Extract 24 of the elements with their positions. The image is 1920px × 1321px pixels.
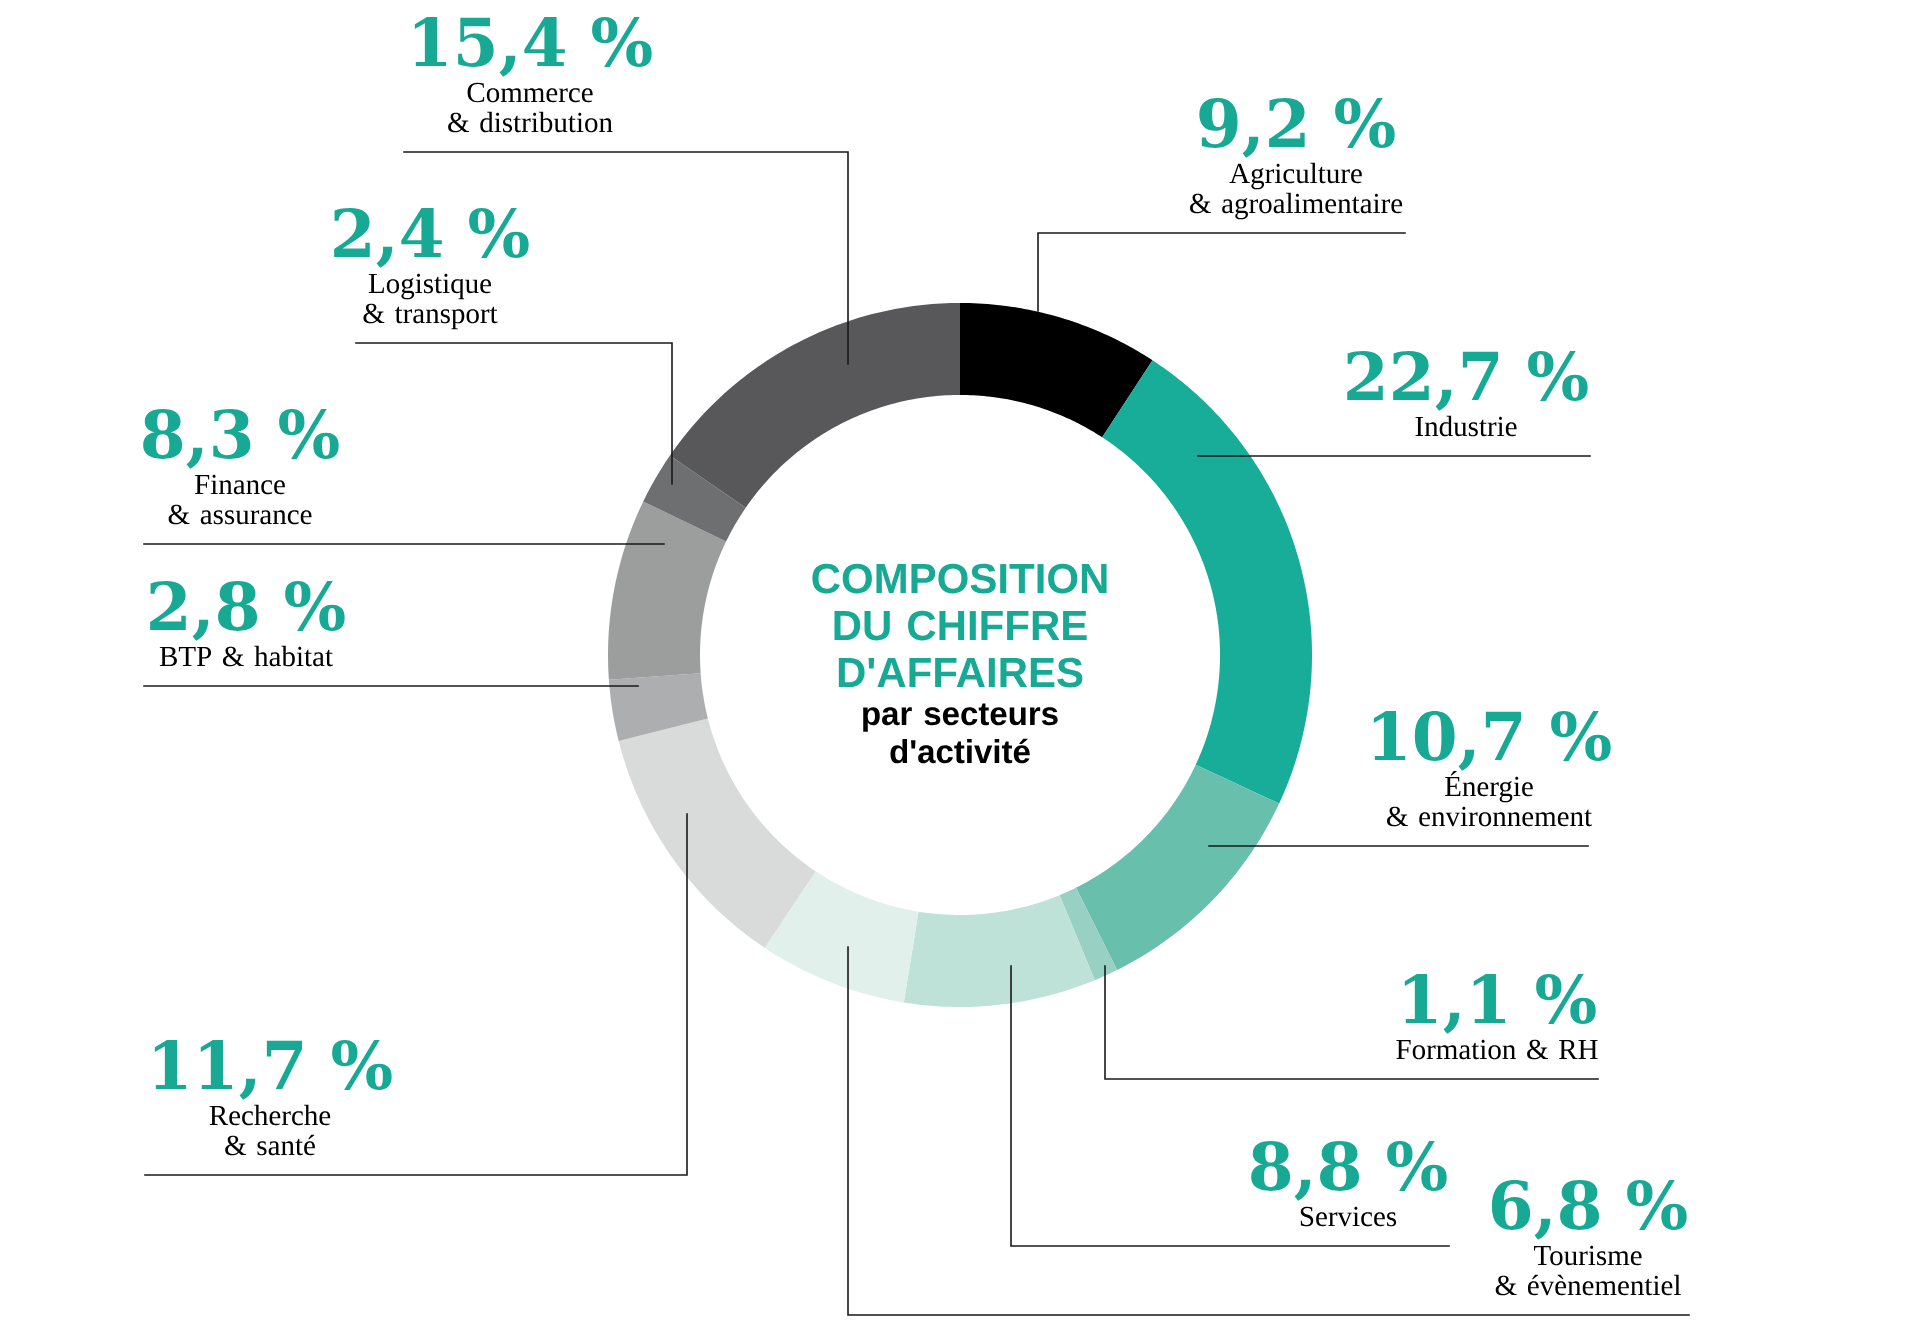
text: par secteurs d'activité <box>863 703 1058 764</box>
slice-label: Tourisme & évènementiel <box>1495 1245 1681 1296</box>
slice-label: Logistique & transport <box>363 273 498 330</box>
text: COMPOSITION DU CHIFFRE D'AFFAIRES <box>812 563 1107 688</box>
data-label: 10,7 % <box>1373 711 1611 771</box>
data-label: 9,2 % <box>1199 97 1395 158</box>
slice-label: Agriculture & agroalimentaire <box>1190 162 1403 220</box>
slice-label: Recherche & santé <box>209 1104 331 1156</box>
slice-label: Industrie <box>1415 415 1517 437</box>
slice-label: Formation & RH <box>1396 1039 1598 1060</box>
data-label: 15,4 % <box>414 16 652 77</box>
data-label: 22,7 % <box>1347 351 1588 411</box>
data-label: 8,8 % <box>1251 1141 1447 1201</box>
slice-label: BTP & habitat <box>159 645 333 667</box>
data-label: 11,7 % <box>154 1040 392 1100</box>
slice-label: Commerce & distribution <box>448 82 613 133</box>
data-label: 6,8 % <box>1491 1180 1687 1240</box>
data-label: 8,3 % <box>143 409 339 469</box>
data-label: 1,1 % <box>1404 974 1596 1034</box>
slice-label: Services <box>1300 1206 1397 1227</box>
slice-label: Énergie & environnement <box>1387 771 1592 827</box>
data-label: 2,4 % <box>334 208 529 268</box>
slice-label: Finance & assurance <box>168 474 312 525</box>
data-label: 2,8 % <box>150 581 345 641</box>
